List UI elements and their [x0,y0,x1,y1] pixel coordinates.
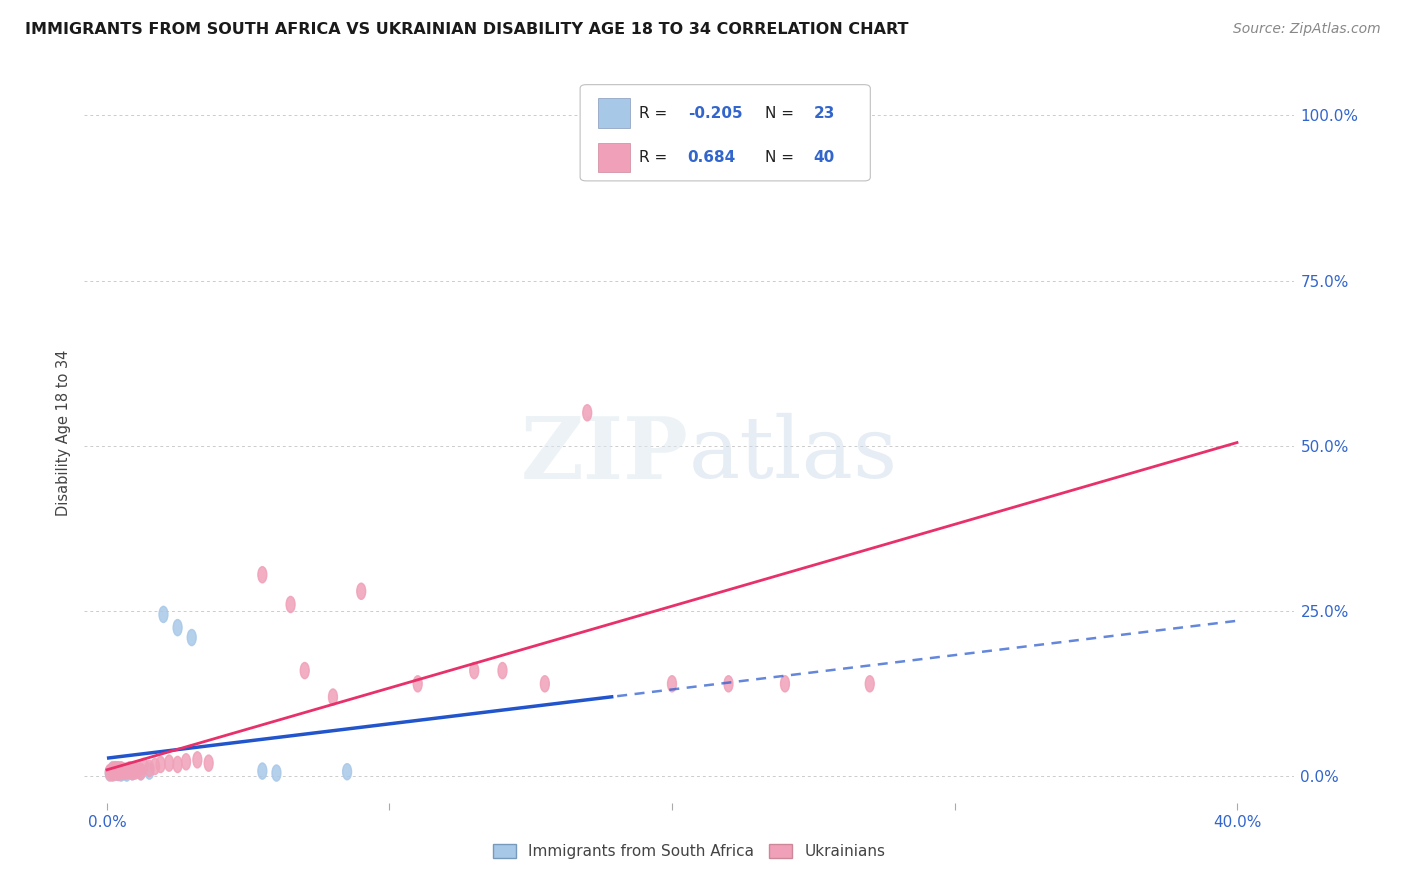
Ellipse shape [173,756,181,772]
Text: ZIP: ZIP [522,413,689,497]
Ellipse shape [257,763,267,780]
Ellipse shape [150,758,159,774]
Ellipse shape [582,405,592,421]
Ellipse shape [187,630,197,646]
Ellipse shape [156,756,165,772]
Text: 23: 23 [814,106,835,120]
Text: atlas: atlas [689,413,898,497]
FancyBboxPatch shape [599,143,630,172]
Ellipse shape [114,763,122,779]
Ellipse shape [780,676,789,692]
Ellipse shape [108,763,117,779]
Text: N =: N = [765,106,799,120]
Ellipse shape [105,765,114,781]
Ellipse shape [724,676,733,692]
Ellipse shape [128,764,136,780]
Ellipse shape [125,763,134,780]
Text: N =: N = [765,150,799,165]
Ellipse shape [540,676,550,692]
Ellipse shape [204,755,214,772]
Ellipse shape [329,689,337,706]
Ellipse shape [139,758,148,774]
Legend: Immigrants from South Africa, Ukrainians: Immigrants from South Africa, Ukrainians [486,838,891,865]
Ellipse shape [117,762,125,778]
Ellipse shape [111,764,120,780]
Ellipse shape [668,676,676,692]
Ellipse shape [114,764,122,780]
Ellipse shape [111,762,120,778]
Ellipse shape [145,760,153,777]
Ellipse shape [131,763,139,780]
Ellipse shape [114,762,122,778]
Ellipse shape [117,764,125,780]
Ellipse shape [117,763,125,779]
Ellipse shape [122,765,131,781]
Ellipse shape [131,762,139,778]
Text: 40: 40 [814,150,835,165]
Ellipse shape [122,763,131,780]
Text: 0.684: 0.684 [688,150,735,165]
Ellipse shape [498,663,508,679]
Ellipse shape [165,755,173,772]
Ellipse shape [193,752,202,768]
Text: R =: R = [640,150,672,165]
Ellipse shape [343,764,352,780]
Text: R =: R = [640,106,672,120]
Ellipse shape [173,620,181,636]
Ellipse shape [257,566,267,582]
Ellipse shape [128,764,136,780]
Ellipse shape [120,763,128,780]
Ellipse shape [120,764,128,780]
Ellipse shape [117,765,125,781]
Ellipse shape [125,762,134,778]
Text: -0.205: -0.205 [688,106,742,120]
Ellipse shape [108,762,117,778]
Ellipse shape [159,607,167,623]
Ellipse shape [357,583,366,599]
Text: IMMIGRANTS FROM SOUTH AFRICA VS UKRAINIAN DISABILITY AGE 18 TO 34 CORRELATION CH: IMMIGRANTS FROM SOUTH AFRICA VS UKRAINIA… [25,22,908,37]
Ellipse shape [111,762,120,778]
Ellipse shape [181,754,191,770]
Ellipse shape [287,597,295,613]
Ellipse shape [108,765,117,781]
Ellipse shape [114,764,122,780]
Ellipse shape [111,764,120,780]
Ellipse shape [145,763,153,780]
Ellipse shape [271,765,281,781]
Ellipse shape [136,764,145,780]
Ellipse shape [108,764,117,780]
Y-axis label: Disability Age 18 to 34: Disability Age 18 to 34 [56,350,72,516]
Ellipse shape [865,676,875,692]
Ellipse shape [111,763,120,780]
Ellipse shape [470,663,478,679]
Ellipse shape [301,663,309,679]
Ellipse shape [413,676,422,692]
Ellipse shape [134,762,142,778]
FancyBboxPatch shape [581,85,870,181]
Ellipse shape [105,764,114,780]
Text: Source: ZipAtlas.com: Source: ZipAtlas.com [1233,22,1381,37]
FancyBboxPatch shape [599,98,630,128]
Ellipse shape [136,764,145,780]
